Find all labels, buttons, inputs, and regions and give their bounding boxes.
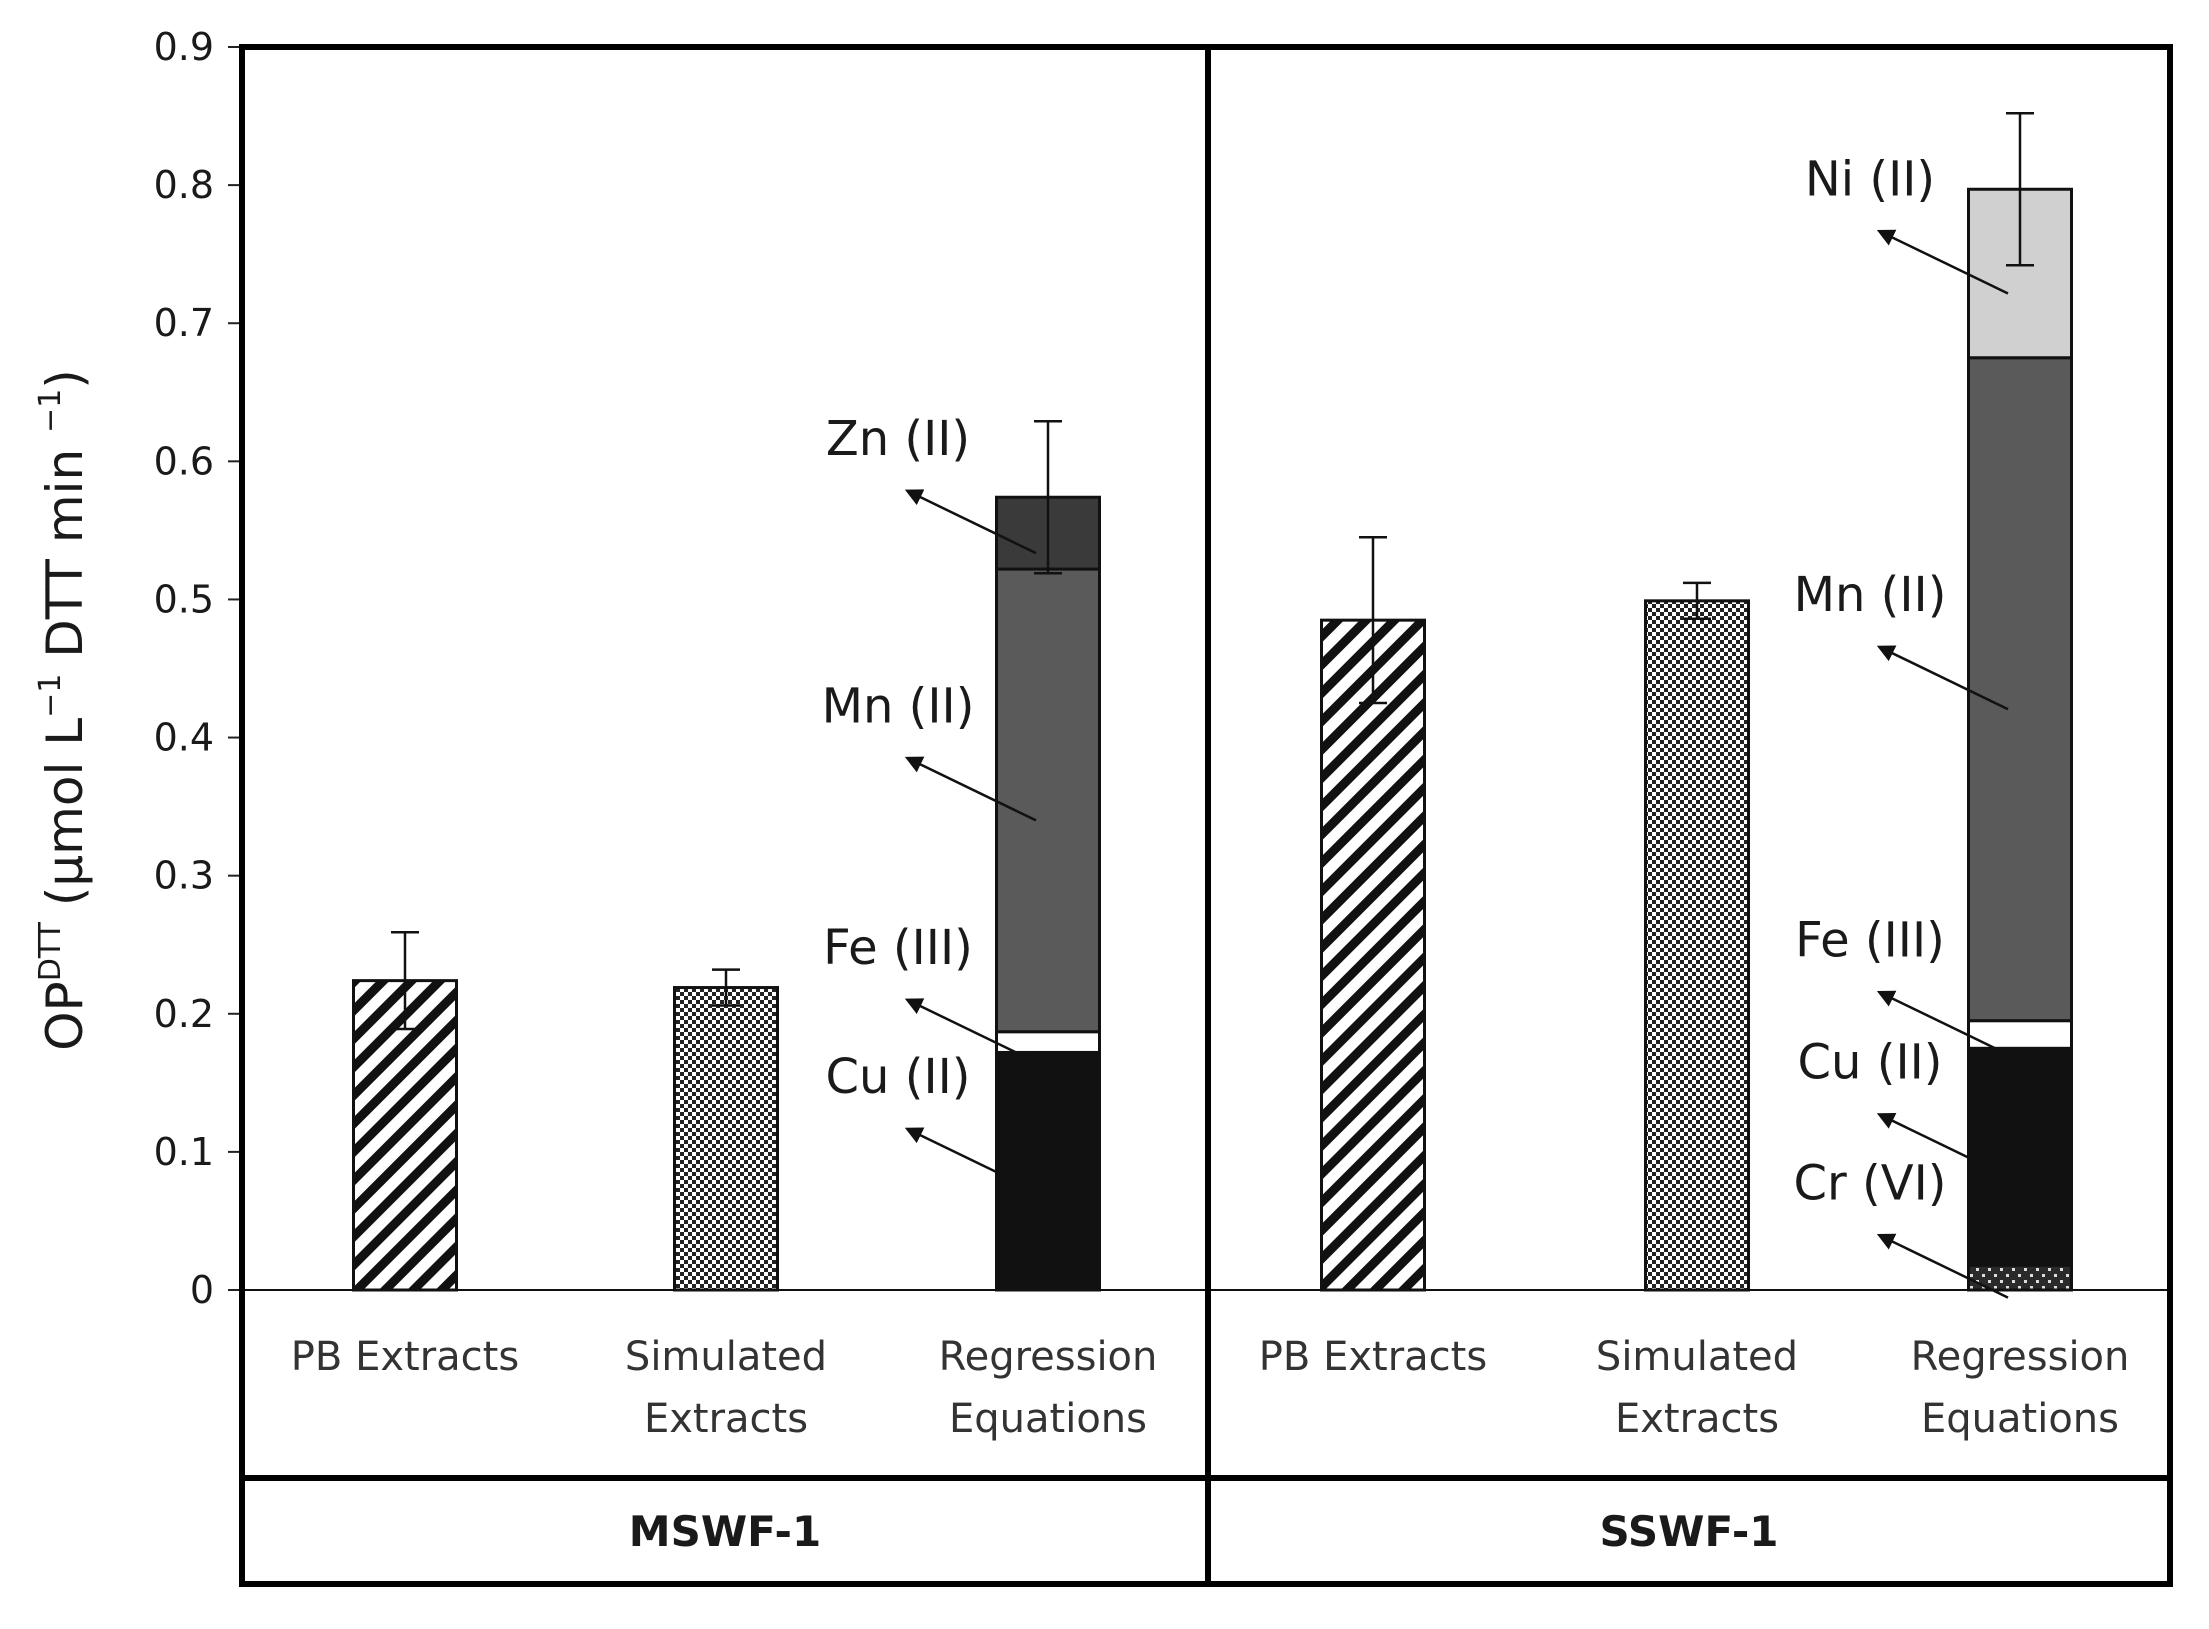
bar-segment-cuii: [995, 1050, 1101, 1292]
segment-callout-label: Mn (II): [822, 678, 975, 734]
segment-callout-label: Cr (VI): [1794, 1156, 1947, 1212]
category-label: Simulated: [625, 1334, 827, 1380]
segment-callout-label: Cu (II): [1798, 1035, 1943, 1091]
category-label: Simulated: [1596, 1334, 1798, 1380]
segment-callout-arrow: [904, 1127, 1037, 1193]
y-tick-label: 0.1: [154, 1130, 214, 1174]
bar-segment-mnii: [995, 567, 1101, 1034]
segment-callout-arrow: [1876, 1112, 2009, 1178]
y-axis-label: OPDTT (μmol L−1 DTT min −1): [33, 369, 94, 1051]
y-tick-label: 0.7: [154, 301, 214, 345]
y-tick-label: 0.4: [154, 716, 214, 760]
category-label: Extracts: [644, 1396, 808, 1442]
segment-callout-label: Ni (II): [1805, 152, 1935, 208]
bar-segment-cuii: [1967, 1046, 2073, 1267]
category-label: PB Extracts: [1259, 1334, 1487, 1380]
y-tick-label: 0.6: [154, 439, 214, 483]
group-label: SSWF-1: [1600, 1507, 1779, 1556]
bar-segment-mnii: [1967, 356, 2073, 1023]
y-tick-label: 0: [190, 1268, 214, 1312]
segment-callout-arrow: [904, 998, 1037, 1064]
category-label: PB Extracts: [291, 1334, 519, 1380]
segment-callout-arrow: [1876, 990, 2009, 1056]
frame-layer: MSWF-1 SSWF-1: [239, 44, 2173, 1587]
segment-callout-label: Zn (II): [826, 411, 970, 467]
y-tick-label: 0.3: [154, 854, 214, 898]
segment-callout-label: Cu (II): [826, 1049, 971, 1105]
segment-callout-label: Mn (II): [1794, 567, 1947, 623]
category-label: Equations: [1921, 1396, 2119, 1442]
axes-layer: 0 0.1 0.2 0.3 0.4 0.5 0.6 0.7 0.8 0.9 PB Extracts S…: [154, 25, 2170, 1442]
bars-layer: [352, 112, 2073, 1292]
y-tick-label: 0.5: [154, 577, 214, 621]
bar-hatch: [352, 979, 458, 1292]
annotations-layer: Cu (II) Fe (III) Mn (II) Zn (II) Cr (VI) Cu (…: [822, 152, 2009, 1299]
segment-callout-arrow: [1876, 229, 2009, 295]
y-tick-label: 0.8: [154, 163, 214, 207]
y-tick-label: 0.2: [154, 992, 214, 1036]
category-label: Regression: [1911, 1334, 2130, 1380]
group-label: MSWF-1: [629, 1507, 821, 1556]
bar-checker: [1644, 599, 1750, 1292]
segment-callout-label: Fe (III): [1795, 912, 1945, 968]
category-label: Regression: [939, 1334, 1158, 1380]
bar-segment-crvi: [1967, 1263, 2073, 1292]
bar-hatch: [1320, 618, 1426, 1292]
segment-callout-arrow: [1876, 1233, 2009, 1299]
category-label: Extracts: [1615, 1396, 1779, 1442]
segment-callout-label: Fe (III): [823, 920, 973, 976]
segment-callout-arrow: [904, 489, 1037, 555]
y-tick-label: 0.9: [154, 25, 214, 69]
segment-callout-arrow: [1876, 645, 2009, 711]
category-label: Equations: [949, 1396, 1147, 1442]
bar-checker: [673, 986, 779, 1292]
group-frame: [1205, 1475, 2173, 1587]
segment-callout-arrow: [904, 756, 1037, 822]
